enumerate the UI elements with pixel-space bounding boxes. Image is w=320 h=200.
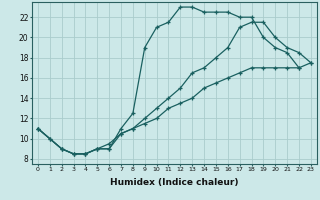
X-axis label: Humidex (Indice chaleur): Humidex (Indice chaleur) — [110, 178, 239, 187]
